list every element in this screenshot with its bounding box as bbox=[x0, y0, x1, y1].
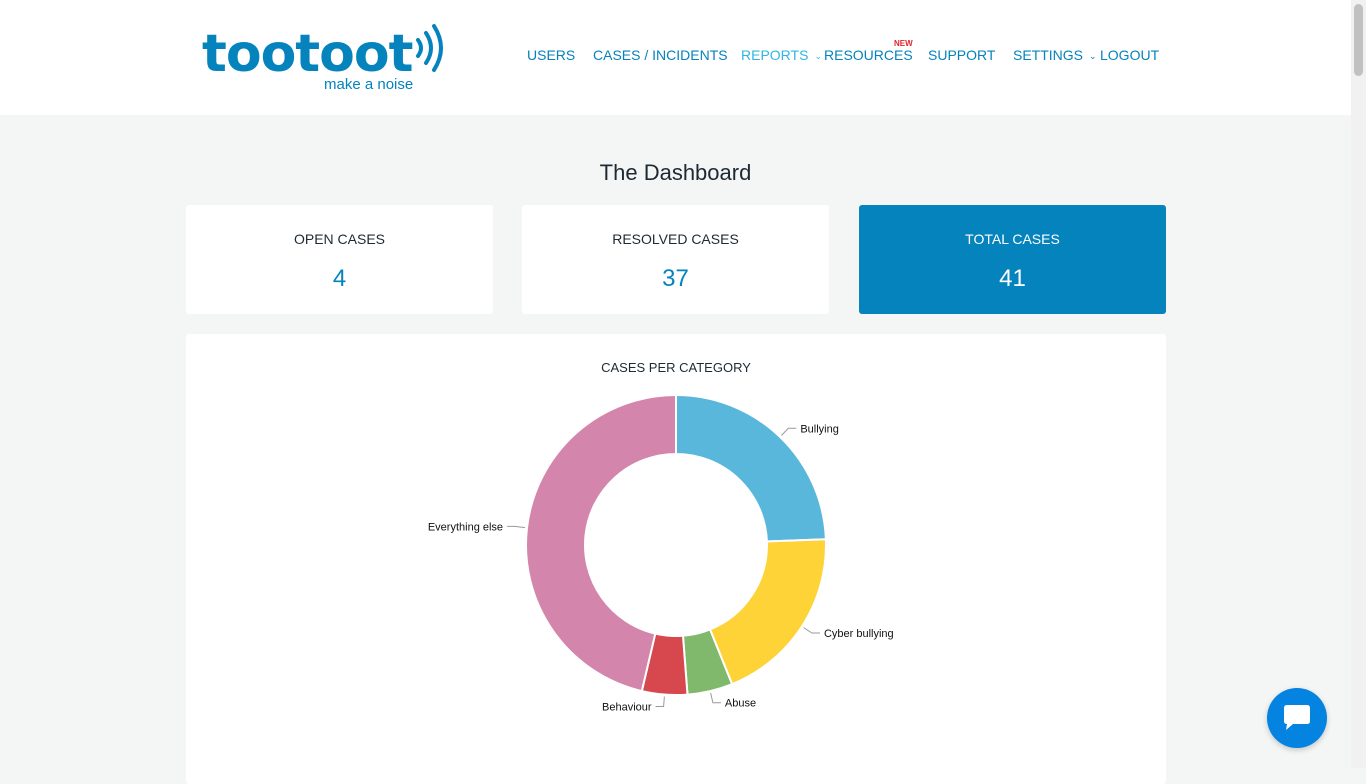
nav-settings-label: SETTINGS bbox=[1013, 47, 1084, 63]
leader-line bbox=[781, 427, 797, 436]
resolved-cases-value: 37 bbox=[662, 265, 689, 292]
resolved-cases-card: RESOLVED CASES 37 bbox=[522, 205, 829, 314]
nav-reports-label: REPORTS bbox=[741, 47, 809, 63]
donut-slice-cyber-bullying[interactable] bbox=[708, 538, 827, 686]
tootoot-logo[interactable]: tootoot make a noise bbox=[202, 20, 452, 98]
chat-bubble-icon bbox=[1284, 705, 1310, 730]
leader-line bbox=[507, 525, 526, 529]
chevron-down-icon: ⌄ bbox=[814, 51, 822, 61]
nav-resources[interactable]: RESOURCES bbox=[824, 47, 913, 63]
logo-tagline: make a noise bbox=[324, 76, 414, 93]
slice-label: Everything else bbox=[428, 521, 503, 533]
sound-waves-icon bbox=[416, 24, 443, 72]
donut-slice-everything-else[interactable] bbox=[525, 393, 677, 693]
total-cases-label: TOTAL CASES bbox=[965, 231, 1060, 247]
resolved-cases-label: RESOLVED CASES bbox=[612, 231, 739, 247]
slice-label: Bullying bbox=[800, 423, 839, 435]
total-cases-value: 41 bbox=[999, 265, 1026, 292]
logo-wordmark: tootoot bbox=[202, 24, 413, 84]
new-badge: NEW bbox=[894, 39, 913, 48]
cases-per-category-panel: CASES PER CATEGORY Bullying Cyber bullyin… bbox=[186, 334, 1166, 784]
open-cases-card: OPEN CASES 4 bbox=[186, 205, 493, 314]
slice-label: Behaviour bbox=[602, 702, 652, 714]
nav-reports[interactable]: REPORTS ⌄ bbox=[741, 46, 822, 66]
donut-chart: Bullying Cyber bullying Abuse Behaviour Ever… bbox=[428, 393, 894, 714]
slice-label: Cyber bullying bbox=[824, 628, 894, 640]
chart-title: CASES PER CATEGORY bbox=[601, 360, 751, 375]
open-cases-value: 4 bbox=[332, 265, 347, 292]
page-title: The Dashboard bbox=[599, 160, 752, 185]
leader-line bbox=[710, 692, 721, 704]
nav-support[interactable]: SUPPORT bbox=[928, 47, 996, 63]
leader-line bbox=[655, 696, 665, 708]
chat-button[interactable] bbox=[1267, 688, 1327, 748]
open-cases-label: OPEN CASES bbox=[293, 231, 386, 247]
donut-slice-bullying[interactable] bbox=[675, 393, 827, 543]
chevron-down-icon: ⌄ bbox=[1089, 51, 1097, 61]
site-header: tootoot make a noise USERS CASES / INCID… bbox=[0, 0, 1351, 115]
nav-users[interactable]: USERS bbox=[527, 47, 576, 63]
nav-settings[interactable]: SETTINGS ⌄ bbox=[1013, 46, 1097, 66]
nav-logout[interactable]: LOGOUT bbox=[1100, 47, 1160, 63]
slice-label: Abuse bbox=[725, 698, 756, 710]
leader-line bbox=[803, 627, 820, 634]
nav-cases-incidents[interactable]: CASES / INCIDENTS bbox=[593, 47, 728, 63]
scrollbar-thumb[interactable] bbox=[1354, 4, 1363, 76]
total-cases-card: TOTAL CASES 41 bbox=[859, 205, 1166, 314]
page-scrollbar[interactable] bbox=[1351, 0, 1366, 768]
